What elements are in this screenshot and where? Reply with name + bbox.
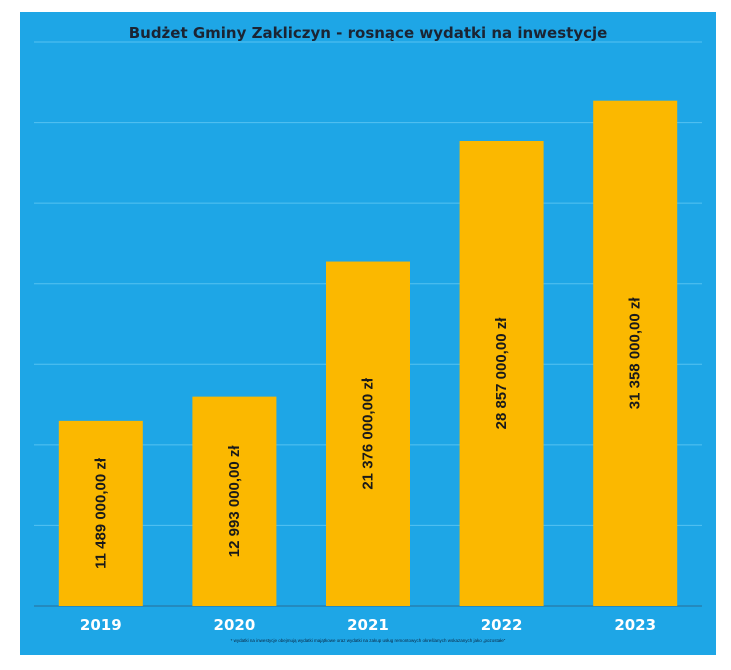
- chart-panel: 11 489 000,00 zł 2019 12 993 000,00 zł 2020…: [20, 12, 716, 655]
- bar: [326, 261, 410, 606]
- bar: [192, 396, 277, 606]
- bar-value-label: 28 857 000,00 zł: [493, 317, 510, 430]
- bar-chart: 11 489 000,00 zł 2019 12 993 000,00 zł 2020…: [34, 41, 702, 634]
- bar: [593, 100, 678, 606]
- bar-value-label: 12 993 000,00 zł: [226, 445, 243, 558]
- x-tick-label: 2022: [481, 616, 523, 634]
- x-tick-label: 2020: [214, 616, 256, 634]
- bar-value-label: 21 376 000,00 zł: [360, 377, 377, 490]
- bar-value-label: 31 358 000,00 zł: [627, 297, 644, 410]
- bar-value-label: 11 489 000,00 zł: [92, 457, 109, 569]
- x-tick-label: 2019: [80, 616, 122, 634]
- x-tick-label: 2021: [347, 616, 389, 634]
- chart-footnote: * wydatki na inwestycje obejmują wydatki…: [230, 638, 506, 643]
- bar: [58, 420, 143, 606]
- bar: [459, 140, 544, 606]
- chart-title: Budżet Gminy Zakliczyn - rosnące wydatki…: [128, 24, 608, 42]
- x-tick-label: 2023: [614, 616, 656, 634]
